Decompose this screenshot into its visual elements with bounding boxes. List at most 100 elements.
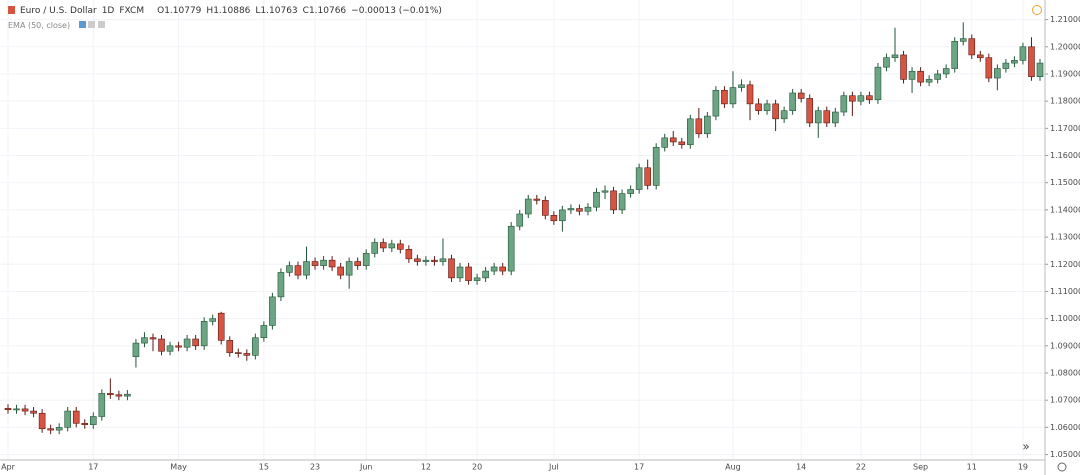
x-tick-label: 17 [634, 463, 644, 472]
y-tick-label: 1.12000 [1050, 260, 1080, 269]
candle-body [456, 266, 464, 279]
candle-body [738, 84, 745, 88]
y-tick-label: 1.08000 [1050, 369, 1080, 378]
candle-body [678, 141, 686, 145]
candle-body [1036, 62, 1044, 77]
candle-body [610, 190, 617, 211]
candle-body [712, 89, 720, 117]
candle-body [209, 318, 216, 322]
candle-body [755, 103, 762, 111]
x-tick-label: 22 [856, 463, 866, 472]
candle-body [1011, 60, 1018, 64]
settings-button[interactable] [1057, 462, 1067, 472]
candle-body [200, 321, 208, 347]
candle-body [47, 428, 54, 431]
alert-icon [1032, 5, 1042, 15]
candle-body [661, 137, 669, 148]
candle-body [891, 54, 899, 58]
candle-body [951, 41, 959, 69]
x-tick-label: Jun [359, 463, 373, 472]
candle-body [89, 416, 97, 425]
candle-body [473, 277, 481, 281]
candle-body [832, 111, 839, 124]
candle-body [482, 270, 489, 279]
candle-body [857, 95, 865, 102]
open-value: O1.10779 [157, 6, 202, 16]
candle-body [866, 95, 873, 101]
candle-body [550, 215, 558, 222]
candle-body [252, 337, 259, 356]
x-tick-label: Aug [725, 463, 741, 472]
y-tick-label: 1.11000 [1050, 287, 1080, 296]
candle-body [183, 338, 191, 348]
interval[interactable]: 1D [101, 6, 115, 16]
candle-body [490, 266, 498, 272]
y-tick-label: 1.18000 [1050, 97, 1080, 106]
candle-body [849, 95, 856, 102]
symbol-icon [8, 6, 15, 14]
candle-body [917, 70, 924, 83]
y-tick-label: 1.16000 [1050, 151, 1080, 160]
candle-body [985, 57, 993, 79]
indicator-settings[interactable] [88, 21, 96, 28]
x-tick-label: 19 [1018, 463, 1028, 472]
x-tick-label: Jul [548, 463, 559, 472]
candle-body [98, 393, 106, 417]
x-tick-label: 14 [796, 463, 806, 472]
candle-body [345, 261, 353, 276]
y-tick-label: 1.15000 [1050, 178, 1080, 187]
candle-body [900, 54, 907, 80]
candle-body [431, 259, 438, 262]
candle-body [729, 87, 737, 105]
close-value: C1.10766 [302, 6, 347, 16]
y-tick-label: 1.17000 [1050, 124, 1080, 133]
candle-body [311, 261, 319, 266]
candle-body [388, 243, 396, 249]
indicator[interactable]: EMA (50, close) [8, 21, 105, 30]
candle-body [780, 110, 788, 120]
candle-body [1002, 62, 1010, 69]
indicator-toggle[interactable] [78, 21, 86, 28]
candle-body [584, 206, 592, 212]
candle-body [465, 266, 472, 281]
candle-body [1028, 46, 1035, 77]
candle-body [593, 191, 600, 208]
candle-body [976, 54, 984, 58]
candle-body [132, 342, 140, 357]
candle-body [627, 189, 634, 194]
y-tick-label: 1.19000 [1050, 69, 1080, 78]
candle-body [328, 259, 336, 268]
candle-body [746, 84, 754, 105]
candle-body [576, 208, 583, 212]
candle-body [959, 38, 967, 42]
candle-body [652, 147, 660, 186]
candle-body [269, 296, 276, 326]
candle-body [704, 115, 711, 135]
candle-body [925, 79, 933, 83]
symbol[interactable]: Euro / U.S. Dollar [20, 6, 97, 16]
x-tick-label: 11 [967, 463, 977, 472]
candle-body [797, 92, 805, 99]
candle-body [158, 338, 165, 352]
scroll-right-button[interactable]: » [1022, 440, 1029, 454]
candle-body [30, 410, 37, 414]
candle-body [814, 110, 822, 124]
indicator-remove[interactable] [97, 21, 105, 28]
candle-body [559, 209, 566, 222]
candle-body [533, 198, 541, 201]
candle-body [286, 265, 293, 273]
candle-body [107, 393, 114, 396]
candle-body [618, 193, 626, 211]
candle-body [166, 345, 174, 352]
candle-body [4, 408, 12, 411]
candle-body [55, 427, 63, 431]
candle-body [217, 312, 225, 341]
candle-body [64, 410, 72, 428]
x-tick-label: Apr [1, 463, 16, 472]
candle-body [371, 242, 379, 254]
y-tick-label: 1.21000 [1050, 15, 1080, 24]
y-tick-label: 1.13000 [1050, 233, 1080, 242]
candle-body [81, 422, 89, 425]
